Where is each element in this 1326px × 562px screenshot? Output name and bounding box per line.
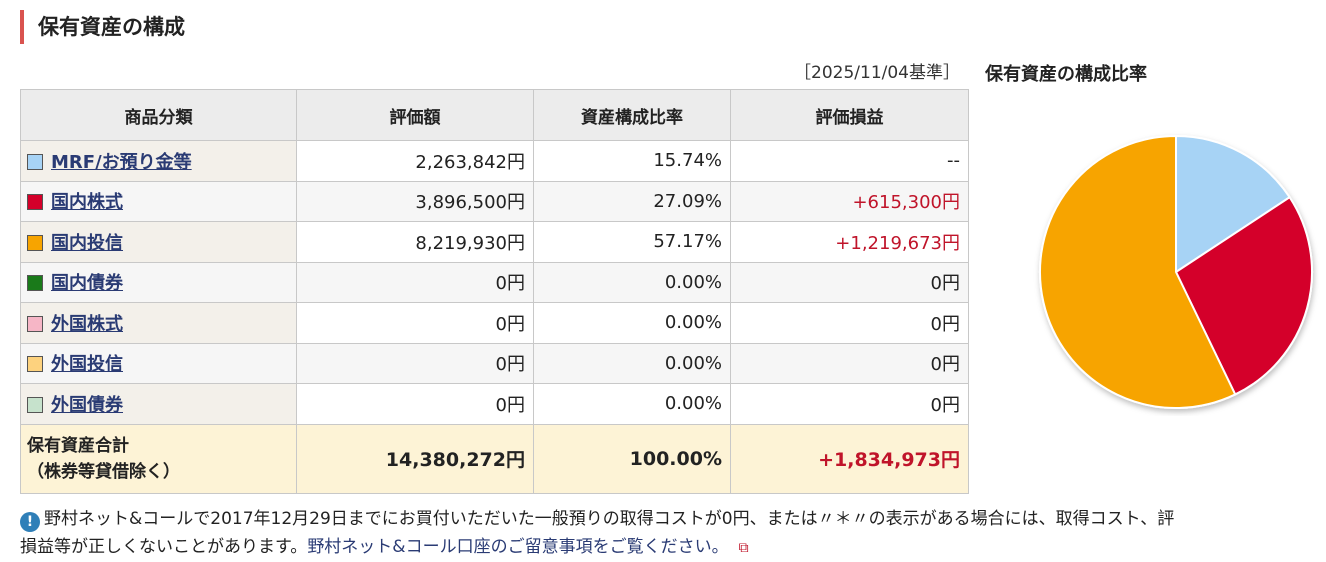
profit-loss-cell: 0円	[730, 383, 969, 425]
profit-loss-cell: +615,300円	[730, 180, 969, 222]
value-cell: 0円	[296, 261, 534, 303]
ratio-cell: 0.00%	[533, 342, 731, 384]
category-cell: 国内株式	[20, 180, 297, 222]
category-cell: MRF/お預り金等	[20, 140, 297, 182]
header-ratio: 資産構成比率	[533, 89, 731, 141]
table-row: 外国債券 0円 0.00% 0円	[20, 383, 969, 425]
value-cell: 8,219,930円	[296, 221, 534, 263]
category-cell: 外国株式	[20, 302, 297, 344]
ratio-cell: 0.00%	[533, 261, 731, 303]
value-cell: 0円	[296, 383, 534, 425]
value-cell: 0円	[296, 302, 534, 344]
total-label-line1: 保有資産合計	[27, 435, 129, 456]
category-link[interactable]: 国内投信	[51, 232, 123, 254]
category-link[interactable]: 国内債券	[51, 273, 123, 295]
table-row: 外国株式 0円 0.00% 0円	[20, 302, 969, 344]
profit-loss-cell: 0円	[730, 342, 969, 384]
table-header-row: 商品分類 評価額 資産構成比率 評価損益	[20, 89, 969, 141]
ratio-cell: 15.74%	[533, 140, 731, 182]
category-link[interactable]: MRF/お預り金等	[51, 151, 192, 173]
color-swatch	[27, 396, 43, 413]
ratio-cell: 0.00%	[533, 383, 731, 425]
chart-title: 保有資産の構成比率	[985, 64, 1147, 85]
profit-loss-cell: +1,219,673円	[730, 221, 969, 263]
value-cell: 3,896,500円	[296, 180, 534, 222]
table-row: 国内投信 8,219,930円 57.17% +1,219,673円	[20, 221, 969, 263]
pie-slice	[1039, 134, 1237, 409]
table-row: MRF/お預り金等 2,263,842円 15.74% --	[20, 140, 969, 182]
notice-line1: ! 野村ネット&コールで2017年12月29日までにお買付いただいた一般預りの取得…	[20, 505, 1326, 533]
notice-link[interactable]: 野村ネット&コール口座のご留意事項をご覧ください。	[307, 537, 729, 557]
ratio-cell: 0.00%	[533, 302, 731, 344]
external-link-icon[interactable]: ⧉	[738, 540, 749, 556]
table-row: 国内債券 0円 0.00% 0円	[20, 261, 969, 303]
notice-text-line2: 損益等が正しくないことがあります。	[20, 537, 308, 557]
category-cell: 国内投信	[20, 221, 297, 263]
total-row: 保有資産合計 （株券等貸借除く） 14,380,272円 100.00% +1,…	[20, 423, 969, 494]
profit-loss-cell: 0円	[730, 302, 969, 344]
pie-slice	[1174, 195, 1313, 396]
total-ratio: 100.00%	[533, 423, 731, 494]
value-cell: 2,263,842円	[296, 140, 534, 182]
profit-loss-cell: 0円	[730, 261, 969, 303]
category-cell: 外国債券	[20, 383, 297, 425]
pie-slice	[1175, 134, 1292, 274]
color-swatch	[27, 153, 43, 170]
section-title: 保有資産の構成	[20, 10, 185, 44]
header-profit-loss: 評価損益	[730, 89, 969, 141]
category-link[interactable]: 外国債券	[51, 394, 123, 416]
pie-chart-svg	[1039, 134, 1313, 409]
asset-table: 商品分類 評価額 資産構成比率 評価損益 MRF/お預り金等 2,263,842円…	[20, 89, 969, 494]
total-label: 保有資産合計 （株券等貸借除く）	[20, 423, 297, 494]
basis-date: ［2025/11/04基準］	[794, 63, 960, 83]
category-cell: 国内債券	[20, 261, 297, 303]
header-category: 商品分類	[20, 89, 297, 141]
table-row: 国内株式 3,896,500円 27.09% +615,300円	[20, 180, 969, 222]
category-cell: 外国投信	[20, 342, 297, 384]
category-link[interactable]: 国内株式	[51, 192, 123, 214]
color-swatch	[27, 234, 43, 251]
table-row: 外国投信 0円 0.00% 0円	[20, 342, 969, 384]
color-swatch	[27, 315, 43, 332]
total-value: 14,380,272円	[296, 423, 534, 494]
header-value: 評価額	[296, 89, 534, 141]
info-icon: !	[20, 512, 40, 532]
category-link[interactable]: 外国株式	[51, 313, 123, 335]
value-cell: 0円	[296, 342, 534, 384]
notice: ! 野村ネット&コールで2017年12月29日までにお買付いただいた一般預りの取得…	[20, 505, 1326, 562]
total-profit-loss: +1,834,973円	[730, 423, 969, 494]
color-swatch	[27, 194, 43, 211]
total-label-line2: （株券等貸借除く）	[27, 461, 180, 482]
pie-chart	[1030, 126, 1320, 416]
profit-loss-cell: --	[730, 140, 969, 182]
color-swatch	[27, 356, 43, 373]
ratio-cell: 57.17%	[533, 221, 731, 263]
notice-line2: 損益等が正しくないことがあります。野村ネット&コール口座のご留意事項をご覧くださ…	[20, 533, 1326, 562]
notice-text-line1: 野村ネット&コールで2017年12月29日までにお買付いただいた一般預りの取得コ…	[44, 509, 1175, 529]
color-swatch	[27, 275, 43, 292]
category-link[interactable]: 外国投信	[51, 354, 123, 376]
ratio-cell: 27.09%	[533, 180, 731, 222]
